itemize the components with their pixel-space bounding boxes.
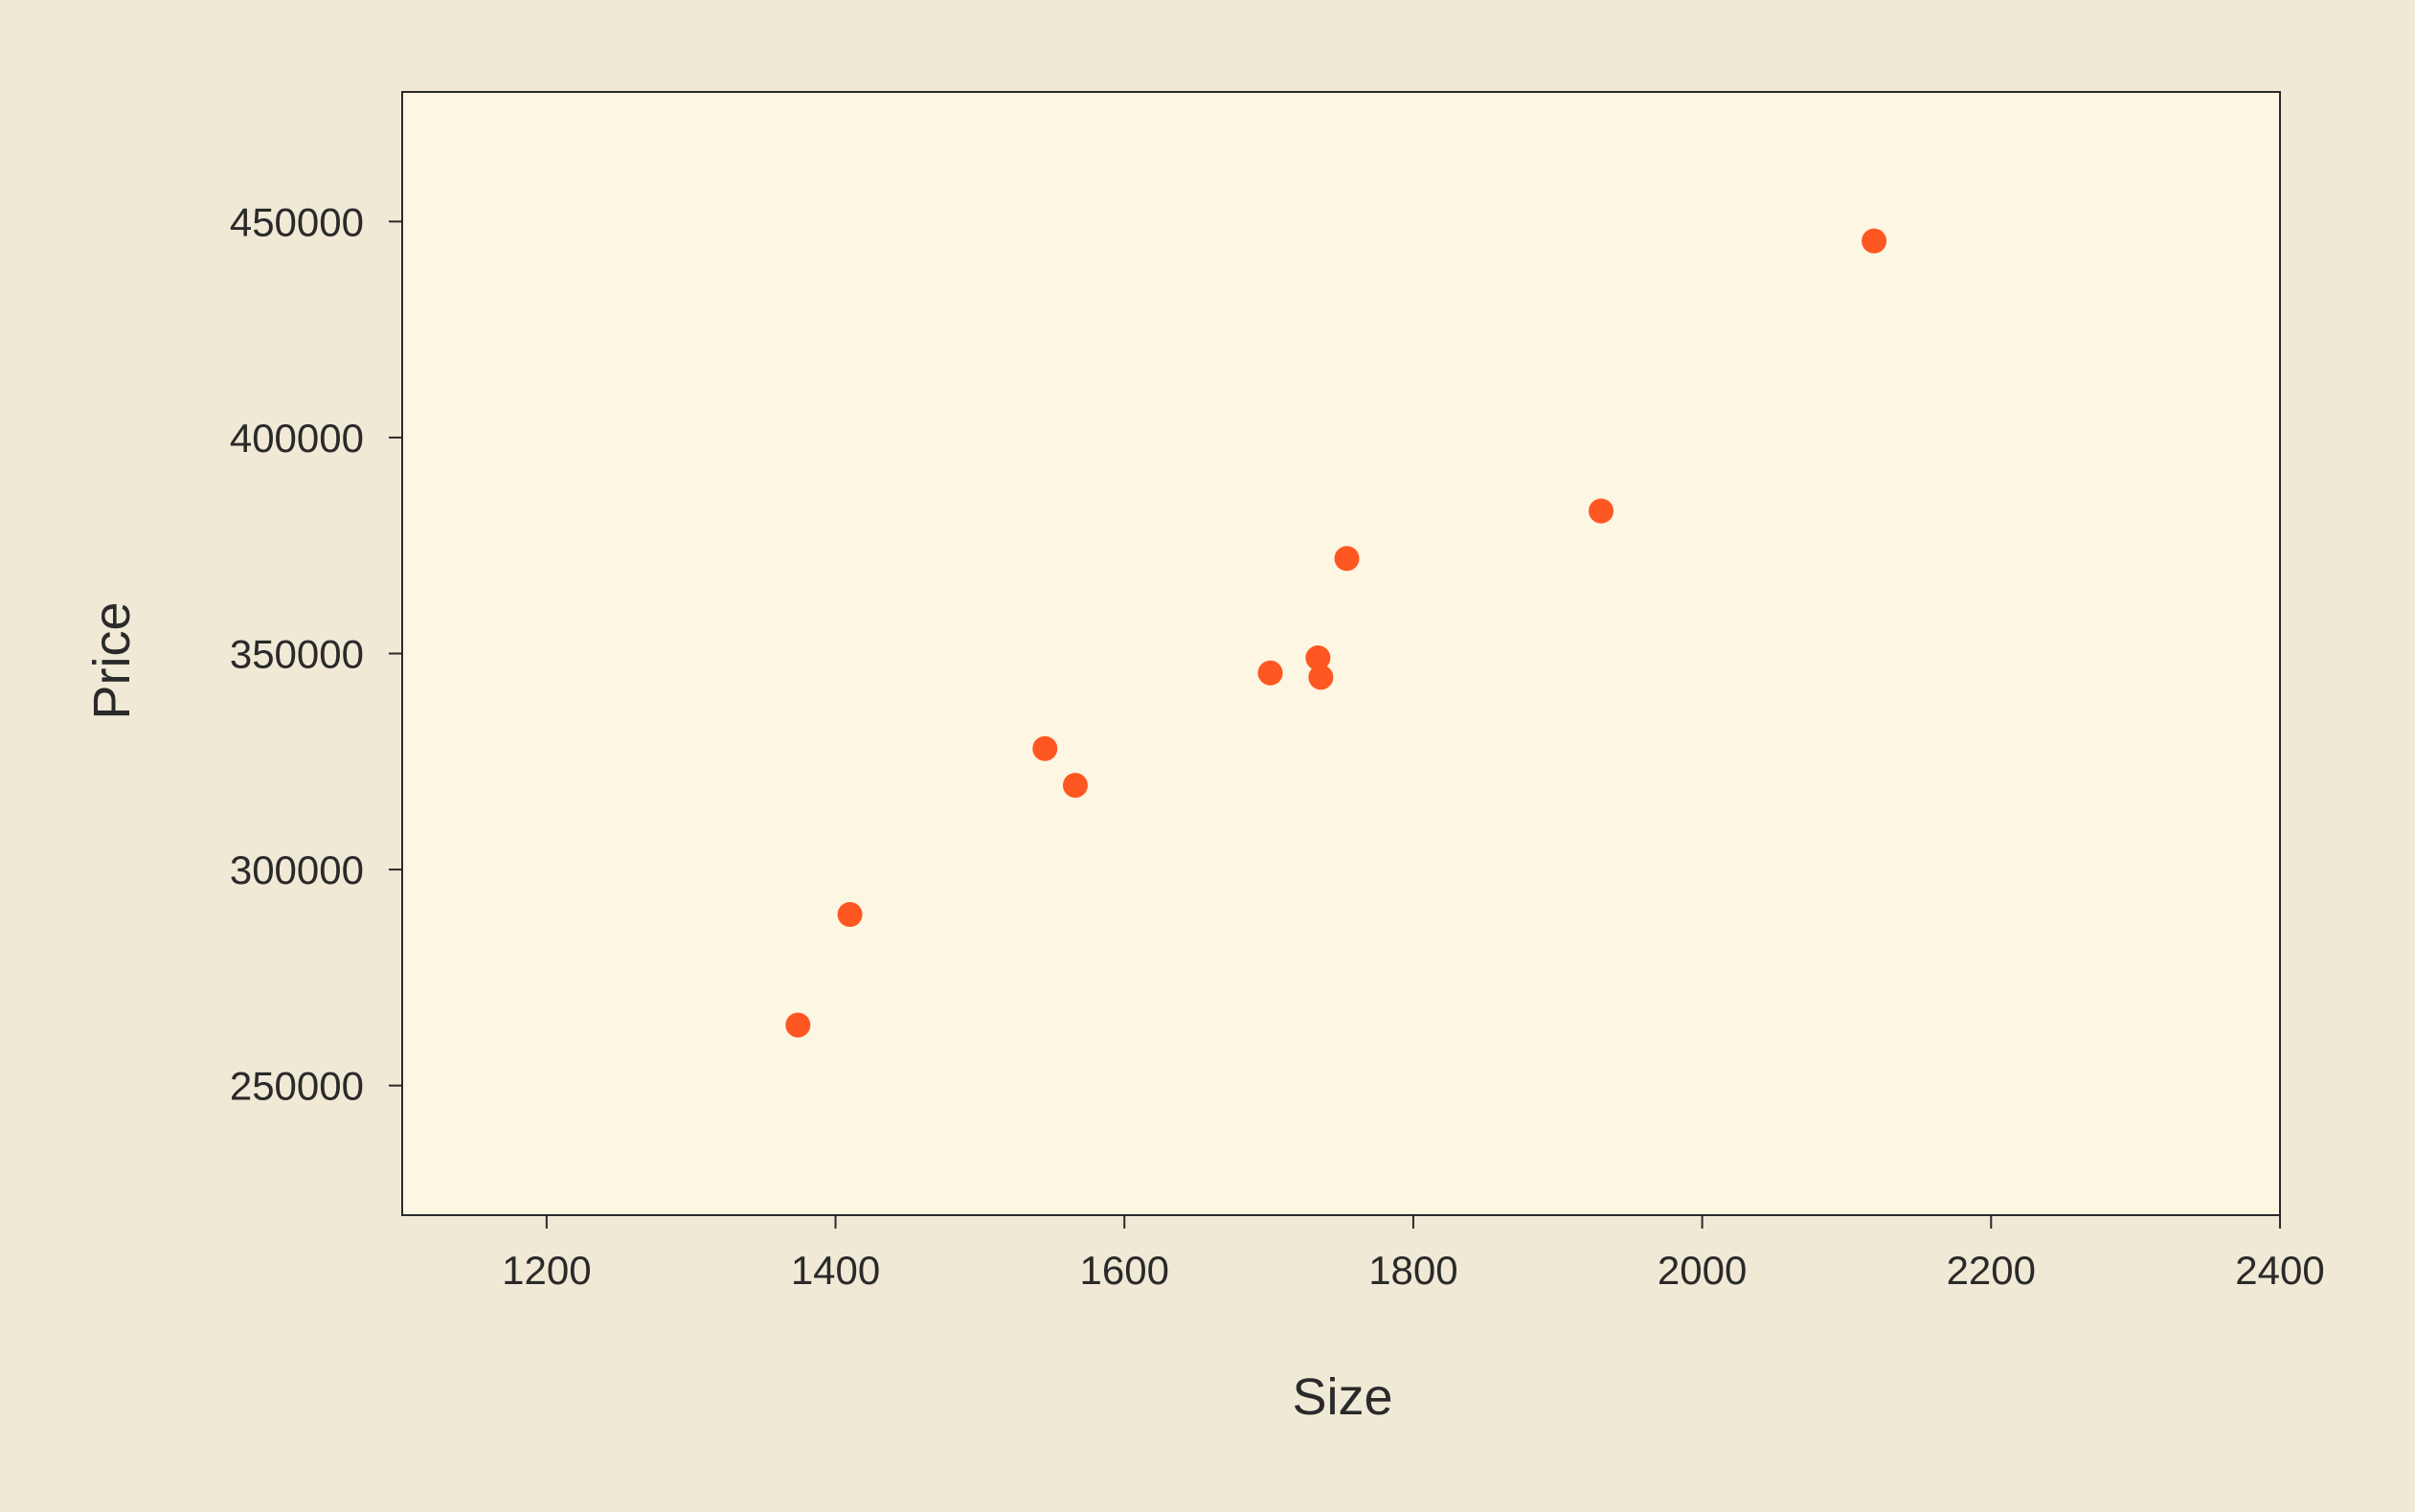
x-tick-label: 1800 xyxy=(1368,1248,1457,1293)
y-tick-label: 450000 xyxy=(230,199,364,244)
data-point xyxy=(1862,228,1887,254)
y-tick-label: 400000 xyxy=(230,416,364,461)
y-tick-label: 300000 xyxy=(230,847,364,892)
x-tick-label: 1400 xyxy=(791,1248,880,1293)
data-point xyxy=(1062,773,1088,799)
data-point xyxy=(1308,665,1334,690)
x-tick-label: 2000 xyxy=(1658,1248,1747,1293)
data-points xyxy=(785,228,1887,1038)
data-point xyxy=(1032,735,1058,761)
x-tick-label: 1200 xyxy=(502,1248,591,1293)
y-tick-label: 250000 xyxy=(230,1064,364,1109)
data-point xyxy=(785,1012,811,1038)
x-axis-title: Size xyxy=(1292,1368,1392,1426)
data-point xyxy=(1334,546,1360,572)
plot-area xyxy=(401,91,2281,1216)
y-axis-title: Price xyxy=(83,601,141,719)
data-point xyxy=(1257,660,1283,686)
data-point xyxy=(1305,645,1331,671)
x-tick-label: 2400 xyxy=(2235,1248,2324,1293)
y-tick-label: 350000 xyxy=(230,632,364,677)
x-tick-label: 2200 xyxy=(1947,1248,2036,1293)
y-axis-ticks: 250000 300000 350000 400000 450000 xyxy=(230,199,402,1109)
data-point xyxy=(837,901,863,927)
data-point xyxy=(1589,498,1614,524)
x-axis-ticks: 1200 1400 1600 1800 2000 2200 2400 xyxy=(502,1215,2325,1293)
x-tick-label: 1600 xyxy=(1080,1248,1169,1293)
